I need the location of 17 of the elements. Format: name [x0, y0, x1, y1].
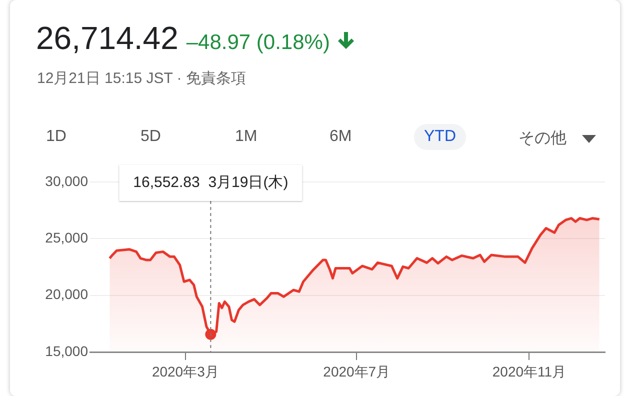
ref-line-label: 16,552.83 3月19日(木)	[133, 174, 288, 192]
text: 6M	[330, 127, 352, 147]
chart-title: 26,714.42	[36, 20, 178, 57]
x-tick-label: 2020年7月	[323, 363, 390, 380]
text: 5D	[140, 127, 161, 147]
y-tick-label: 20,000	[45, 286, 88, 302]
y-tick-label: 25,000	[45, 230, 88, 246]
text: その他	[518, 129, 566, 149]
chart-subtitle: –48.97 (0.18%)	[186, 31, 330, 55]
x-tick-label: 2020年11月	[492, 363, 566, 380]
x-tick-label: 2020年3月	[152, 363, 219, 380]
y-tick-label: 15,000	[45, 342, 88, 359]
text: YTD	[414, 124, 466, 150]
text: 1M	[235, 127, 258, 147]
text: 1D	[46, 127, 66, 147]
text: 12月21日 15:15 JST · 免責条項	[37, 69, 246, 88]
y-tick-label: 30,000	[45, 172, 88, 189]
